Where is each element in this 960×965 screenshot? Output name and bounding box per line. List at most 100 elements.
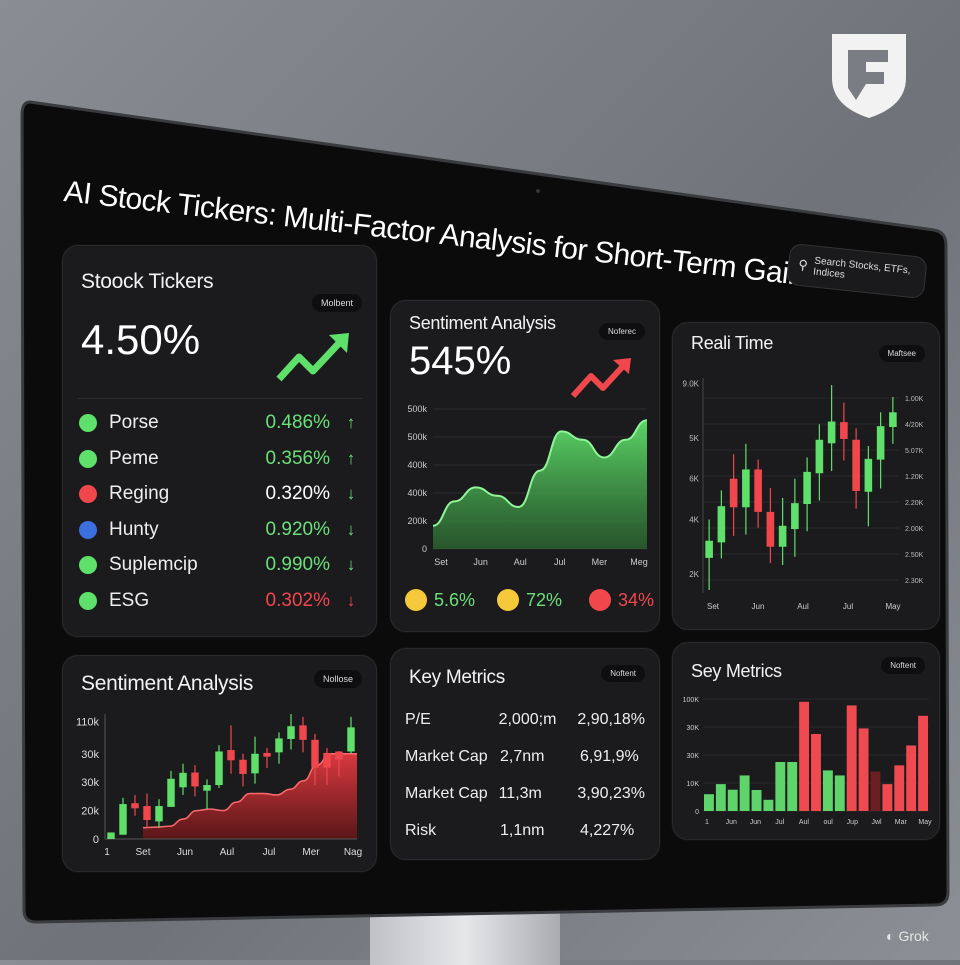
arrow-down-icon: ↓ [344,484,358,504]
candle-body [119,804,126,835]
filter-badge[interactable]: Nollose [314,670,362,688]
candle [791,479,799,557]
metric-value: 2,000;m [499,711,578,729]
watermark-text: Grok [898,928,928,944]
brand-logo [826,28,912,120]
candle [803,457,811,531]
candle-body [311,740,318,768]
candle [167,771,174,807]
bar [763,800,773,811]
candle-body [779,526,787,547]
sentiment-score: 72% [497,589,562,611]
bar [894,765,904,811]
right-y-tick-label: 2.20K [905,500,924,507]
bar [799,702,809,811]
arrow-up-icon: ↑ [344,449,358,469]
x-tick-label: 1 [104,847,110,858]
filter-badge[interactable]: Noferec [599,323,645,340]
x-tick-label: Jul [263,847,276,858]
x-tick-label: Aul [514,557,527,567]
candle [191,765,198,796]
realtime-candlestick-chart: 1.00K4/20K5.07K1.20K2.20K2.00K2.50K2.30K… [677,368,935,623]
right-y-tick-label: 5.07K [905,448,924,455]
candle [816,424,824,500]
candle [227,725,234,773]
filter-badge[interactable]: Maftsee [879,345,925,362]
people-icon [79,450,97,468]
right-y-tick-label: 1.00K [905,396,924,403]
candle-body [335,752,342,760]
ticker-name: Peme [109,448,266,470]
x-tick-label: Aul [797,602,809,611]
sentiment-score: 34% [589,589,654,611]
bar [847,705,857,811]
bar [740,775,750,811]
stack-icon [79,414,97,432]
right-y-tick-label: 2.50K [905,552,924,559]
candle-body [191,773,198,787]
candle [203,779,210,809]
bar [775,762,785,811]
candle [143,794,150,828]
y-tick-label: 2K [689,570,699,579]
candle-body [718,506,726,542]
candle [718,490,726,558]
x-tick-label: Aul [220,847,234,858]
candle-body [347,727,354,751]
filter-badge[interactable]: Molbent [312,294,362,312]
candle [865,446,873,526]
metric-label: Risk [405,822,500,840]
candle-body [889,412,897,427]
pill-icon [79,485,97,503]
ticker-name: Porse [109,412,266,434]
candle-body [705,541,713,558]
bar [787,762,797,811]
y-tick-label: 200k [407,516,427,526]
y-tick-label: 30K [687,753,700,760]
metric-percent: 3,90,23% [577,785,645,803]
x-tick-label: Meg [630,557,648,567]
candle-body [131,803,138,808]
metric-value: 2,7nm [500,748,580,766]
filter-badge[interactable]: Noftent [881,657,925,674]
y-tick-label: 6K [689,475,699,484]
candle [730,454,738,536]
candle-body [299,725,306,739]
x-tick-label: Set [434,557,448,567]
bar [752,790,762,811]
candle-body [155,806,162,821]
ticker-name: Reging [109,483,266,505]
x-tick-label: Nag [344,847,362,858]
candle [131,795,138,816]
metric-label: P/E [405,711,499,729]
card-title: Sentiment Analysis [81,672,253,696]
x-tick-label: 1 [705,819,709,826]
ticker-change: 0.356% [266,448,330,470]
candle [889,397,897,444]
arrow-down-icon: ↓ [344,591,358,611]
bar [704,794,714,811]
card-title: Reali Time [691,333,773,354]
x-tick-label: Jul [554,557,566,567]
candle [754,460,762,528]
metric-label: Market Cap [405,748,500,766]
x-tick-label: Jun [750,819,761,826]
metric-percent: 2,90,18% [577,711,645,729]
ticker-summary-value: 4.50% [81,316,200,364]
candle [275,732,282,763]
divider [77,398,362,399]
ticker-change: 0.320% [266,483,330,505]
arrow-down-icon: ↓ [344,555,358,575]
filter-badge[interactable]: Noftent [601,665,645,682]
y-tick-label: 400k [407,488,427,498]
